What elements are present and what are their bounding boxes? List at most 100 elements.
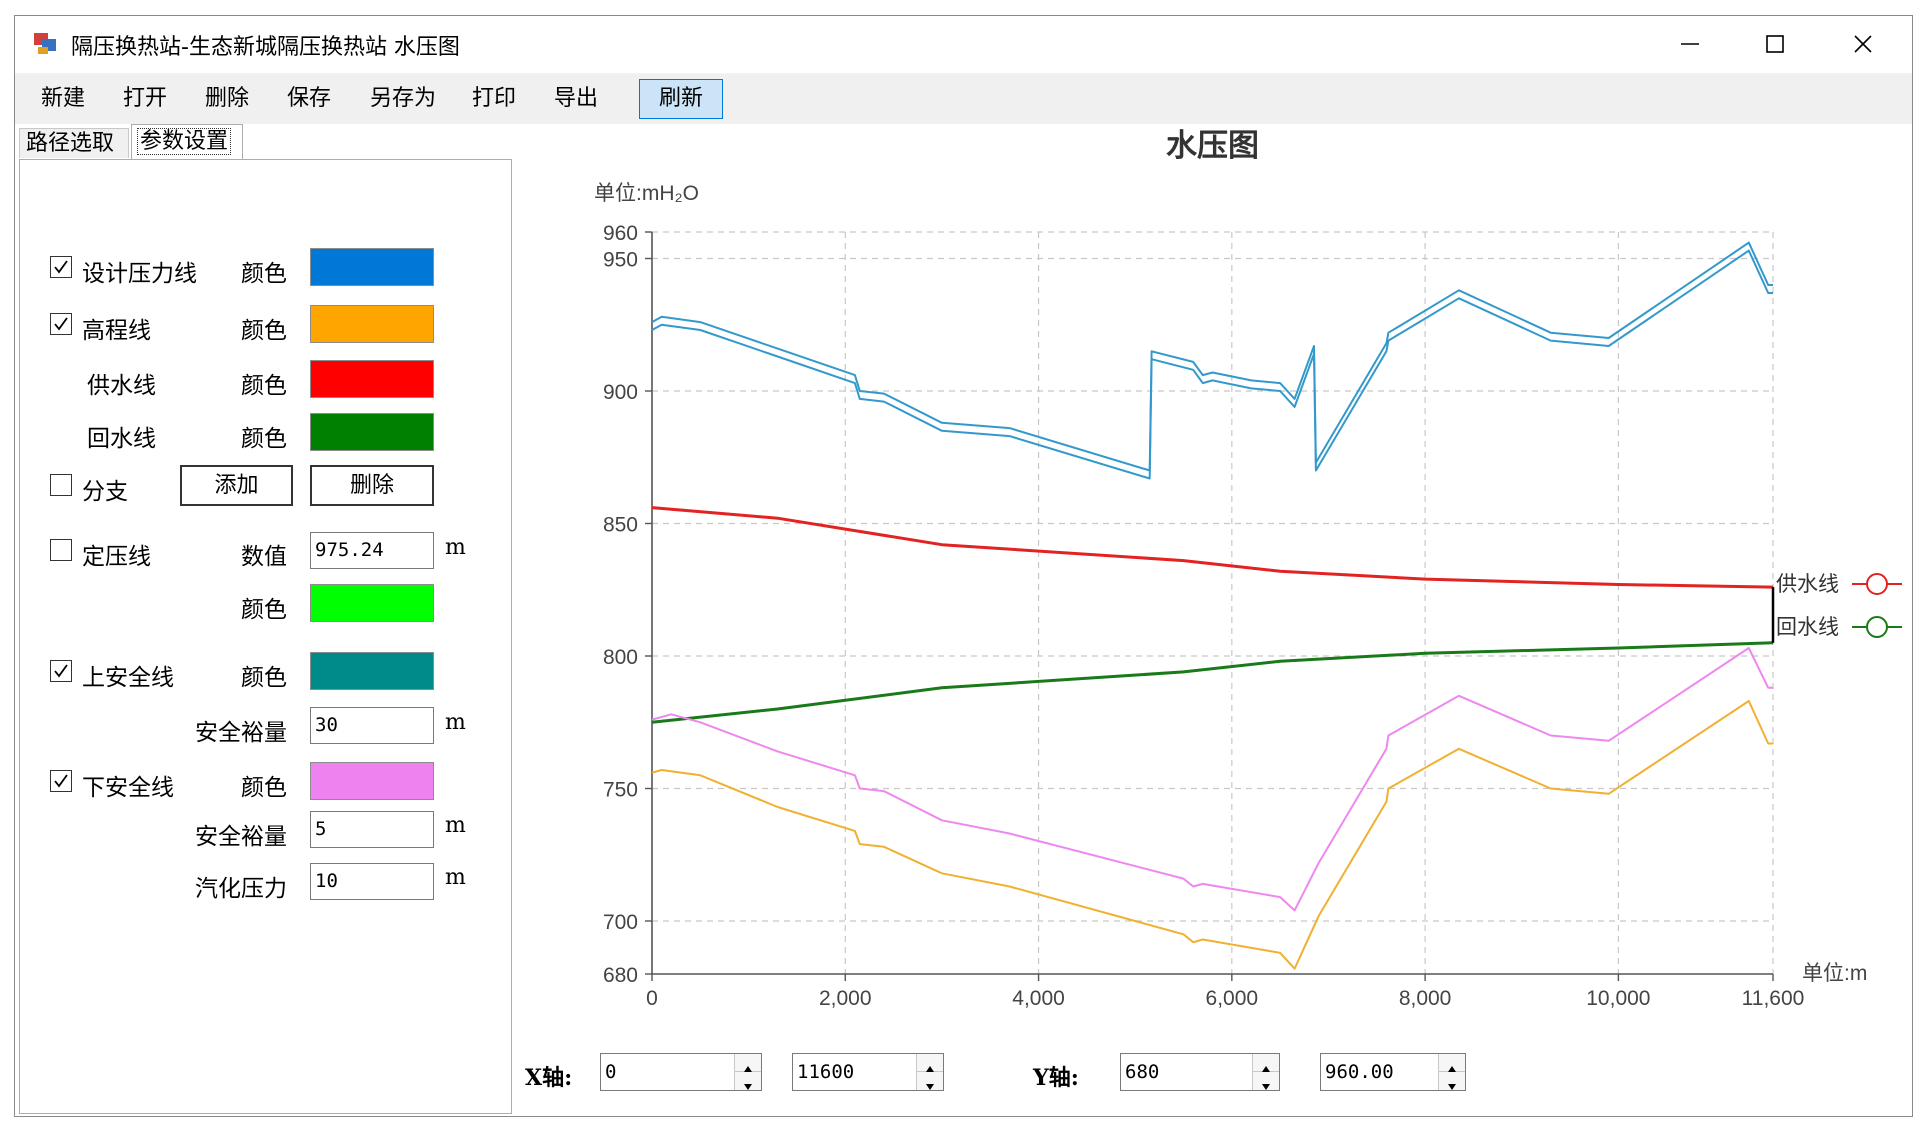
upper-safe-margin-input[interactable]: 30 bbox=[310, 707, 434, 744]
design-line-color-swatch[interactable] bbox=[310, 248, 434, 286]
menu-save-as[interactable]: 另存为 bbox=[369, 86, 436, 111]
y-min-up-button[interactable] bbox=[1253, 1054, 1279, 1072]
vapor-pressure-label: 汽化压力 bbox=[195, 876, 287, 902]
menu-bar: 新建 打开 删除 保存 另存为 打印 导出 刷新 bbox=[15, 73, 1912, 124]
caret-up-icon bbox=[926, 1066, 934, 1072]
menu-delete[interactable]: 删除 bbox=[204, 86, 249, 111]
caret-down-icon bbox=[1262, 1084, 1270, 1090]
pressure-line-5 bbox=[651, 700, 1773, 970]
legend-marker bbox=[1866, 616, 1888, 638]
menu-new[interactable]: 新建 bbox=[40, 86, 85, 111]
x-max-up-button[interactable] bbox=[917, 1054, 943, 1072]
upper-safe-margin-unit: m bbox=[445, 710, 466, 735]
x-min-down-button[interactable] bbox=[735, 1072, 761, 1090]
tab-path-select[interactable]: 路径选取 bbox=[19, 128, 129, 158]
y-axis-unit-label: 单位:mH₂O bbox=[594, 182, 699, 205]
elevation-line-checkbox[interactable] bbox=[50, 313, 72, 335]
x-max-down-button[interactable] bbox=[917, 1072, 943, 1090]
x-tick-label: 8,000 bbox=[1399, 987, 1452, 1010]
y-max-spinner[interactable]: 960.00 bbox=[1320, 1053, 1466, 1091]
branch-checkbox[interactable] bbox=[50, 474, 72, 496]
minimize-button[interactable] bbox=[1650, 16, 1730, 72]
upper-safe-color-swatch[interactable] bbox=[310, 652, 434, 690]
add-branch-button[interactable]: 添加 bbox=[180, 465, 293, 506]
pressure-line-3 bbox=[651, 249, 1773, 480]
settings-panel: 设计压力线 颜色 高程线 颜色 供水线 颜色 回水线 颜色 分支 添加 删除 bbox=[19, 159, 512, 1114]
x-min-up-button[interactable] bbox=[735, 1054, 761, 1072]
check-icon bbox=[54, 260, 68, 274]
app-icon bbox=[34, 33, 56, 54]
y-tick-label: 800 bbox=[603, 646, 638, 669]
x-max-spinner[interactable]: 11600 bbox=[792, 1053, 944, 1091]
lower-safe-color-label: 颜色 bbox=[241, 775, 287, 801]
maximize-button[interactable] bbox=[1735, 16, 1815, 72]
tab-parameter-settings[interactable]: 参数设置 bbox=[131, 124, 243, 160]
y-tick-label: 960 bbox=[603, 222, 638, 245]
supply-line-color-label: 颜色 bbox=[241, 373, 287, 399]
x-tick-label: 6,000 bbox=[1206, 987, 1259, 1010]
x-max-value: 11600 bbox=[797, 1061, 855, 1083]
branch-label: 分支 bbox=[82, 479, 128, 505]
fixed-line-unit: m bbox=[445, 535, 466, 560]
y-tick-label: 680 bbox=[603, 964, 638, 987]
caret-down-icon bbox=[926, 1084, 934, 1090]
y-min-spinner[interactable]: 680 bbox=[1120, 1053, 1280, 1091]
x-tick-label: 11,600 bbox=[1742, 987, 1805, 1010]
menu-open[interactable]: 打开 bbox=[122, 86, 167, 111]
fixed-line-label: 定压线 bbox=[82, 544, 151, 570]
y-max-up-button[interactable] bbox=[1439, 1054, 1465, 1072]
fixed-line-checkbox[interactable] bbox=[50, 539, 72, 561]
title-bar: 隔压换热站-生态新城隔压换热站 水压图 bbox=[15, 16, 1912, 72]
supply-line-color-swatch[interactable] bbox=[310, 360, 434, 398]
fixed-line-color-label: 颜色 bbox=[241, 597, 287, 623]
y-tick-label: 850 bbox=[603, 514, 638, 537]
x-max-spinner-buttons bbox=[916, 1054, 943, 1090]
vapor-pressure-unit: m bbox=[445, 865, 466, 890]
y-axis-control-label: Y轴: bbox=[1033, 1065, 1079, 1091]
lower-safe-color-swatch[interactable] bbox=[310, 762, 434, 800]
x-tick-label: 0 bbox=[646, 987, 658, 1010]
check-icon bbox=[54, 664, 68, 678]
upper-safe-color-label: 颜色 bbox=[241, 665, 287, 691]
y-max-down-button[interactable] bbox=[1439, 1072, 1465, 1090]
check-icon bbox=[54, 317, 68, 331]
return-line-color-swatch[interactable] bbox=[310, 413, 434, 451]
y-max-value: 960.00 bbox=[1325, 1061, 1394, 1083]
fixed-line-value-input[interactable]: 975.24 bbox=[310, 532, 434, 569]
x-min-spinner-buttons bbox=[734, 1054, 761, 1090]
delete-branch-button[interactable]: 删除 bbox=[310, 465, 434, 506]
y-min-spinner-buttons bbox=[1252, 1054, 1279, 1090]
vapor-pressure-input[interactable]: 10 bbox=[310, 863, 434, 900]
y-max-spinner-buttons bbox=[1438, 1054, 1465, 1090]
design-line-color-label: 颜色 bbox=[241, 261, 287, 287]
y-min-down-button[interactable] bbox=[1253, 1072, 1279, 1090]
caret-up-icon bbox=[744, 1066, 752, 1072]
fixed-line-color-swatch[interactable] bbox=[310, 584, 434, 622]
x-min-spinner[interactable]: 0 bbox=[600, 1053, 762, 1091]
menu-refresh[interactable]: 刷新 bbox=[639, 79, 723, 119]
upper-safe-checkbox[interactable] bbox=[50, 660, 72, 682]
y-tick-label: 700 bbox=[603, 911, 638, 934]
lower-safe-checkbox[interactable] bbox=[50, 770, 72, 792]
series-line-1 bbox=[651, 641, 1774, 724]
maximize-icon bbox=[1766, 35, 1784, 53]
lower-safe-margin-label: 安全裕量 bbox=[195, 824, 287, 850]
return-line-color-label: 颜色 bbox=[241, 426, 287, 452]
lower-safe-margin-input[interactable]: 5 bbox=[310, 811, 434, 848]
design-line-checkbox[interactable] bbox=[50, 256, 72, 278]
y-tick-label: 950 bbox=[603, 249, 638, 272]
supply-line-label: 供水线 bbox=[87, 373, 156, 399]
elevation-line-color-swatch[interactable] bbox=[310, 305, 434, 343]
return-line-label: 回水线 bbox=[87, 426, 156, 452]
legend-label: 供水线 bbox=[1776, 573, 1839, 596]
menu-export[interactable]: 导出 bbox=[553, 86, 598, 111]
window-title: 隔压换热站-生态新城隔压换热站 水压图 bbox=[71, 35, 460, 60]
caret-up-icon bbox=[1448, 1066, 1456, 1072]
menu-save[interactable]: 保存 bbox=[286, 86, 331, 111]
x-axis-control-label: X轴: bbox=[525, 1065, 573, 1091]
menu-print[interactable]: 打印 bbox=[471, 86, 516, 111]
x-min-value: 0 bbox=[605, 1061, 617, 1083]
legend-label: 回水线 bbox=[1776, 616, 1839, 639]
pressure-line-2 bbox=[651, 241, 1773, 472]
close-button[interactable] bbox=[1823, 16, 1903, 72]
